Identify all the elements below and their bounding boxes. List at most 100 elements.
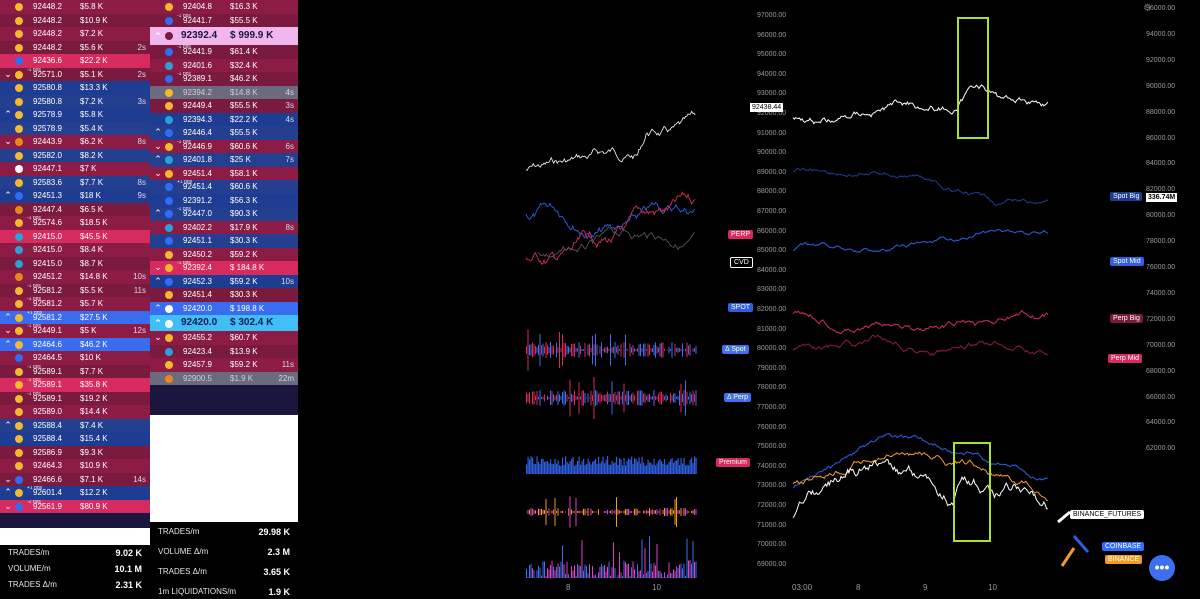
trade-row[interactable]: ⌃ 92420.0 $ 198.8 K	[150, 301, 298, 315]
trade-tape-right[interactable]: 92404.8 $16.3 K -1 bps 92441.7 $55.5 K ⌃ 92392…	[150, 0, 298, 415]
trade-row[interactable]: 92586.9 $9.3 K	[0, 445, 150, 459]
trade-row[interactable]: ⌃ 92401.8 $25 K 7s	[150, 153, 298, 167]
trade-row[interactable]: ⌄ -1 bps 92392.4 $ 184.8 K	[150, 261, 298, 275]
trade-row[interactable]: 92391.2 $56.3 K	[150, 193, 298, 207]
delta-spot-bar	[538, 344, 539, 356]
trade-row[interactable]: 92578.9 $5.4 K	[0, 121, 150, 135]
trade-row[interactable]: 92447.4 $6.5 K	[0, 202, 150, 216]
trade-row[interactable]: 92580.8 $13.3 K	[0, 81, 150, 95]
trade-row[interactable]: 92394.2 $14.8 K 4s	[150, 85, 298, 99]
trade-row[interactable]: 92415.0 $8.4 K	[0, 243, 150, 257]
trade-row[interactable]: 92394.3 $22.2 K 4s	[150, 112, 298, 126]
trade-row[interactable]: 92451.2 $14.8 K 10s	[0, 270, 150, 284]
series-tag[interactable]: Spot Mid	[1110, 257, 1144, 266]
trade-row[interactable]: ⌃ 92464.6 $46.2 K	[0, 337, 150, 351]
trade-row[interactable]: ⌃ -1 bps 92447.0 $90.3 K	[150, 207, 298, 221]
trade-row[interactable]: 92423.4 $13.9 K	[150, 344, 298, 358]
exchange-icon	[15, 246, 23, 254]
trade-row[interactable]: 92583.6 $7.7 K 8s	[0, 175, 150, 189]
trade-amount: $60.7 K	[230, 333, 258, 342]
trade-row[interactable]: 92415.0 $8.7 K	[0, 256, 150, 270]
trade-row[interactable]: -1 bps 92589.1 $7.7 K	[0, 364, 150, 378]
trade-row[interactable]: 92447.1 $7 K	[0, 162, 150, 176]
trade-row[interactable]: +1 bps 92451.4 $60.6 K	[150, 180, 298, 194]
trade-row[interactable]: 92900.5 $1.9 K 22m	[150, 371, 298, 385]
trade-row[interactable]: ⌄ 92443.9 $6.2 K 8s	[0, 135, 150, 149]
series-tag[interactable]: Perp Mid	[1108, 354, 1143, 363]
trade-row[interactable]: ⌄ -2 bps 92561.9 $80.9 K	[0, 499, 150, 513]
series-tag[interactable]: CVD	[730, 257, 753, 268]
series-tag[interactable]: Δ Perp	[724, 393, 752, 402]
trade-row[interactable]: ⌃ 92420.0 $ 302.4 K	[150, 315, 298, 331]
trade-row[interactable]: ⌄ -1 bps 92446.9 $60.6 K 6s	[150, 139, 298, 153]
trade-row[interactable]: ⌄ 92455.2 $60.7 K	[150, 331, 298, 345]
trade-row[interactable]: 92449.4 $55.5 K 3s	[150, 99, 298, 113]
trade-row[interactable]: ⌃ 92578.9 $5.8 K	[0, 108, 150, 122]
trade-row[interactable]: ⌃ 92392.4 $ 999.9 K	[150, 27, 298, 45]
trade-row[interactable]: -1 bps 92589.1 $19.2 K	[0, 391, 150, 405]
trade-row[interactable]: 92582.0 $8.2 K	[0, 148, 150, 162]
trade-row[interactable]: 92448.2 $10.9 K	[0, 13, 150, 27]
trade-row[interactable]: ⌃ 92452.3 $59.2 K 10s	[150, 274, 298, 288]
trade-row[interactable]: -1 bps 92441.9 $61.4 K	[150, 45, 298, 59]
trade-row[interactable]: ⌃ +1 bps 92601.4 $12.2 K	[0, 486, 150, 500]
trade-row[interactable]: ⌃ 92446.4 $55.5 K	[150, 126, 298, 140]
series-tag[interactable]: Δ Spot	[722, 345, 749, 354]
trade-row[interactable]: 92464.5 $10 K	[0, 351, 150, 365]
series-tag[interactable]: Premium	[716, 458, 751, 467]
trade-row[interactable]: 92464.3 $10.9 K	[0, 459, 150, 473]
series-tag[interactable]: BINANCE	[1105, 555, 1143, 564]
trade-row[interactable]: 92401.6 $32.4 K	[150, 58, 298, 72]
trade-row[interactable]: ⌃ 92451.3 $18 K 9s	[0, 189, 150, 203]
exchange-icon	[165, 32, 173, 40]
series-tag[interactable]: Spot Big	[1110, 192, 1143, 201]
series-tag[interactable]: Perp Big	[1110, 314, 1143, 323]
trade-tape-left[interactable]: 92448.2 $5.8 K 92448.2 $10.9 K 92448.2 $7.2 K…	[0, 0, 150, 528]
trade-row[interactable]: ⌃ +1 bps 92581.2 $27.5 K	[0, 310, 150, 324]
trade-row[interactable]: 92457.9 $59.2 K 11s	[150, 358, 298, 372]
trade-row[interactable]: 92588.4 $15.4 K	[0, 432, 150, 446]
trade-row[interactable]: 92404.8 $16.3 K	[150, 0, 298, 14]
premium-bar	[551, 464, 553, 474]
premium-bar	[670, 459, 672, 474]
premium-bar	[568, 463, 570, 474]
delta-spot-bar	[661, 342, 662, 358]
menu-button[interactable]: •••	[1149, 555, 1175, 581]
trade-row[interactable]: 92448.2 $5.8 K	[0, 0, 150, 14]
series-tag[interactable]: COINBASE	[1102, 542, 1145, 551]
trade-row[interactable]: ⌄ -1 bps 92449.1 $5 K 12s	[0, 324, 150, 338]
series-tag[interactable]: SPOT	[728, 303, 754, 312]
series-tag[interactable]: PERP	[728, 230, 754, 239]
trade-row[interactable]: 92450.2 $59.2 K	[150, 247, 298, 261]
delta-spot-bar	[587, 344, 589, 356]
trade-amount: $59.2 K	[230, 249, 258, 259]
chart-area[interactable]: PERP CVD SPOT Δ Spot Δ Perp Premium 97000.00 9…	[298, 0, 1200, 599]
trade-row[interactable]: ⌃ 92588.4 $7.4 K	[0, 418, 150, 432]
trade-row[interactable]: -1 bps 92389.1 $46.2 K	[150, 72, 298, 86]
premium-bar	[592, 461, 594, 474]
trade-row[interactable]: 92448.2 $5.6 K 2s	[0, 40, 150, 54]
trade-row[interactable]: 92589.0 $14.4 K	[0, 405, 150, 419]
trade-row[interactable]: 92415.0 $45.5 K	[0, 229, 150, 243]
trade-row[interactable]: ⌄ 92451.4 $58.1 K	[150, 166, 298, 180]
premium-bar	[566, 461, 568, 474]
trade-row[interactable]: 92451.1 $30.3 K	[150, 234, 298, 248]
trade-price: 92391.2	[183, 195, 212, 205]
trade-row[interactable]: -1 bps 92589.1 $35.8 K	[0, 378, 150, 392]
trade-row[interactable]: 92451.4 $30.3 K	[150, 288, 298, 302]
trade-price: 92441.7	[183, 15, 212, 25]
trade-row[interactable]: 92448.2 $7.2 K	[0, 27, 150, 41]
trade-row[interactable]: -1 bps 92574.6 $18.5 K	[0, 216, 150, 230]
perp-line	[525, 191, 696, 265]
trade-row[interactable]: -1 bps 92441.7 $55.5 K	[150, 13, 298, 27]
chart-canvas[interactable]	[298, 0, 1200, 599]
trade-row[interactable]: -1 bps 92581.2 $5.7 K	[0, 297, 150, 311]
trade-row[interactable]: ⌄ -1 bps 92571.0 $5.1 K 2s	[0, 67, 150, 81]
series-tag[interactable]: BINANCE_FUTURES	[1070, 510, 1145, 519]
gear-icon[interactable]: ⚙	[1143, 3, 1152, 14]
trade-row[interactable]: 92402.2 $17.9 K 8s	[150, 220, 298, 234]
trade-row[interactable]: 92580.8 $7.2 K 3s	[0, 94, 150, 108]
trade-row[interactable]: 92436.6 $22.2 K	[0, 54, 150, 68]
trade-row[interactable]: ⌄ 92466.6 $7.1 K 14s	[0, 472, 150, 486]
trade-row[interactable]: -1 bps 92581.2 $5.5 K 11s	[0, 283, 150, 297]
